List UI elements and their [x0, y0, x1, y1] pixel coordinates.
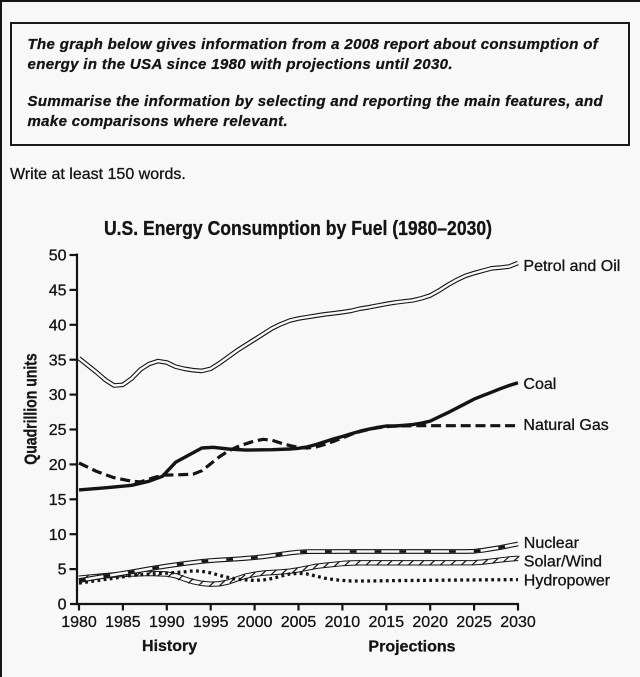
svg-text:U.S. Energy Consumption by Fue: U.S. Energy Consumption by Fuel (1980–20…: [104, 217, 492, 239]
svg-text:10: 10: [49, 527, 67, 544]
svg-text:20: 20: [49, 457, 67, 474]
svg-text:Quadrillion units: Quadrillion units: [21, 353, 41, 464]
svg-text:35: 35: [49, 352, 67, 369]
svg-text:2025: 2025: [456, 614, 492, 631]
svg-text:History: History: [142, 638, 197, 655]
svg-text:Solar/Wind: Solar/Wind: [524, 553, 602, 570]
svg-text:2000: 2000: [237, 614, 273, 631]
svg-text:5: 5: [58, 562, 67, 579]
svg-text:1980: 1980: [61, 614, 97, 631]
svg-text:Natural Gas: Natural Gas: [523, 417, 608, 434]
svg-text:Petrol and Oil: Petrol and Oil: [523, 258, 620, 275]
svg-text:0: 0: [58, 597, 67, 614]
svg-text:1990: 1990: [149, 614, 185, 631]
svg-text:Nuclear: Nuclear: [524, 535, 580, 552]
svg-text:15: 15: [49, 492, 67, 509]
svg-text:1985: 1985: [105, 614, 141, 631]
svg-text:25: 25: [49, 422, 67, 439]
svg-text:45: 45: [49, 283, 67, 300]
svg-text:2005: 2005: [281, 614, 317, 631]
svg-text:30: 30: [49, 387, 67, 404]
svg-text:Hydropower: Hydropower: [524, 573, 611, 590]
svg-text:2020: 2020: [412, 614, 448, 631]
svg-text:50: 50: [49, 248, 67, 265]
svg-text:2010: 2010: [325, 614, 361, 631]
svg-text:2015: 2015: [369, 614, 405, 631]
svg-text:2030: 2030: [500, 614, 536, 631]
svg-text:1995: 1995: [193, 614, 229, 631]
svg-text:Coal: Coal: [523, 376, 556, 393]
svg-text:40: 40: [49, 317, 67, 334]
svg-text:Projections: Projections: [368, 639, 455, 656]
